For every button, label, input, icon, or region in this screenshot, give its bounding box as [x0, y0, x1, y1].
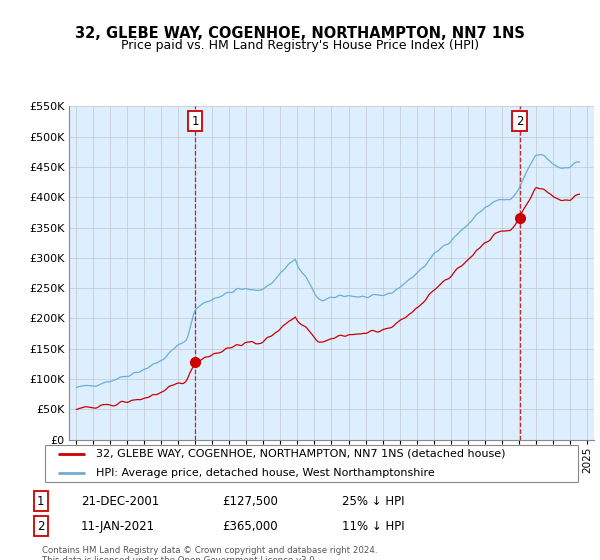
Text: 2: 2: [37, 520, 44, 533]
Text: 11% ↓ HPI: 11% ↓ HPI: [342, 520, 404, 533]
Text: 25% ↓ HPI: 25% ↓ HPI: [342, 494, 404, 508]
Text: Price paid vs. HM Land Registry's House Price Index (HPI): Price paid vs. HM Land Registry's House …: [121, 39, 479, 53]
Text: 2: 2: [516, 115, 523, 128]
FancyBboxPatch shape: [45, 445, 578, 482]
Text: 1: 1: [37, 494, 44, 508]
Text: 32, GLEBE WAY, COGENHOE, NORTHAMPTON, NN7 1NS (detached house): 32, GLEBE WAY, COGENHOE, NORTHAMPTON, NN…: [96, 449, 505, 459]
Text: Contains HM Land Registry data © Crown copyright and database right 2024.
This d: Contains HM Land Registry data © Crown c…: [42, 546, 377, 560]
Text: £365,000: £365,000: [222, 520, 278, 533]
Text: 1: 1: [191, 115, 199, 128]
Text: £127,500: £127,500: [222, 494, 278, 508]
Text: 32, GLEBE WAY, COGENHOE, NORTHAMPTON, NN7 1NS: 32, GLEBE WAY, COGENHOE, NORTHAMPTON, NN…: [75, 26, 525, 41]
Text: 11-JAN-2021: 11-JAN-2021: [81, 520, 155, 533]
Text: 21-DEC-2001: 21-DEC-2001: [81, 494, 159, 508]
Text: HPI: Average price, detached house, West Northamptonshire: HPI: Average price, detached house, West…: [96, 468, 435, 478]
